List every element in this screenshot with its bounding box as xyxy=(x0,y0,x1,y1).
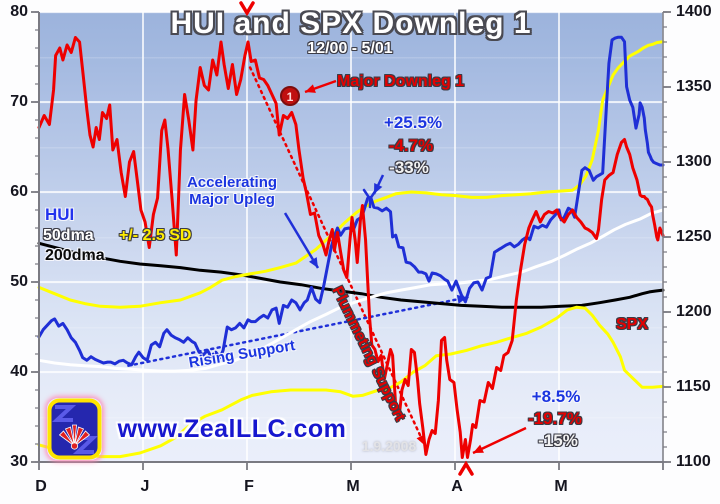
accelerating-upleg-line1: Accelerating xyxy=(186,174,278,191)
chart-subtitle: 12/00 - 5/01 xyxy=(307,40,393,57)
zeal-url-watermark[interactable]: www.ZealLLC.com xyxy=(117,415,347,443)
right-axis-tick-label: 1250 xyxy=(676,228,712,245)
right-axis-tick-label: 1150 xyxy=(676,378,711,395)
pct2-spx: -19.7% xyxy=(528,409,582,428)
zeal-logo xyxy=(47,398,102,460)
pct1-spx: -4.7% xyxy=(388,136,434,155)
series-spx xyxy=(37,36,665,459)
pct2-hui: +8.5% xyxy=(531,387,581,406)
zeal-logo-icon xyxy=(47,398,102,460)
pct1-hui: +25.5% xyxy=(383,113,443,132)
dma50-series-label: 50dma xyxy=(43,227,94,244)
major-downleg-arrow-head xyxy=(305,84,316,93)
series-hui-50dma xyxy=(37,208,665,373)
month-tick-label: M xyxy=(554,478,568,495)
chart-title: HUI and SPX Downleg 1 xyxy=(170,7,532,40)
right-axis-tick-label: 1200 xyxy=(676,303,712,320)
date-watermark: 1.9.2008 xyxy=(361,438,417,454)
spx-bottom-caret-icon xyxy=(458,460,474,476)
right-axis-tick-label: 1350 xyxy=(676,78,712,95)
downleg1-badge-circle xyxy=(280,86,300,106)
downleg1-badge-number: 1 xyxy=(287,90,294,104)
spx-top-caret-icon xyxy=(239,1,255,17)
pct2-arrow-head xyxy=(473,444,484,453)
right-axis-tick-label: 1400 xyxy=(676,3,712,20)
month-tick-label: M xyxy=(346,478,360,495)
left-axis-tick-label: 70 xyxy=(10,93,28,110)
left-axis-tick-label: 50 xyxy=(10,273,28,290)
major-downleg-annotation: Major Downleg 1 xyxy=(337,73,465,90)
left-axis-tick-label: 80 xyxy=(10,3,28,20)
month-tick-label: D xyxy=(35,478,47,495)
accelerating-upleg-annotation: Accelerating Major Upleg xyxy=(186,174,278,208)
sd-band-label: +/- 2.5 SD xyxy=(119,227,192,244)
rising-support-trendline-arrowhead xyxy=(456,294,468,304)
pct1-other: -33% xyxy=(389,158,429,177)
series-hui-2-5-sd-band xyxy=(37,305,665,459)
month-tick-label: J xyxy=(140,478,150,495)
series-hui-2-5-sd-band xyxy=(37,40,665,309)
pct2-other: -15% xyxy=(538,431,578,450)
hui-band-cross-marker-icon xyxy=(362,188,378,209)
month-tick-label: F xyxy=(244,478,254,495)
left-axis-tick-label: 60 xyxy=(10,183,28,200)
right-axis-tick-label: 1100 xyxy=(676,453,711,470)
rising-support-trendline xyxy=(127,296,469,367)
month-tick-label: A xyxy=(451,478,463,495)
right-axis-tick-label: 1300 xyxy=(676,153,712,170)
hui-series-label: HUI xyxy=(45,205,75,224)
left-axis-tick-label: 40 xyxy=(10,363,28,380)
accelerating-upleg-arrow xyxy=(283,212,320,269)
accelerating-upleg-line2: Major Upleg xyxy=(189,190,275,208)
accelerating-upleg-arrow-head xyxy=(308,257,318,268)
left-axis-tick-label: 30 xyxy=(10,453,28,470)
spx-series-label: SPX xyxy=(616,316,649,333)
series-hui-200dma xyxy=(37,241,665,309)
series-hui xyxy=(37,35,665,367)
dma200-series-label: 200dma xyxy=(45,247,105,264)
